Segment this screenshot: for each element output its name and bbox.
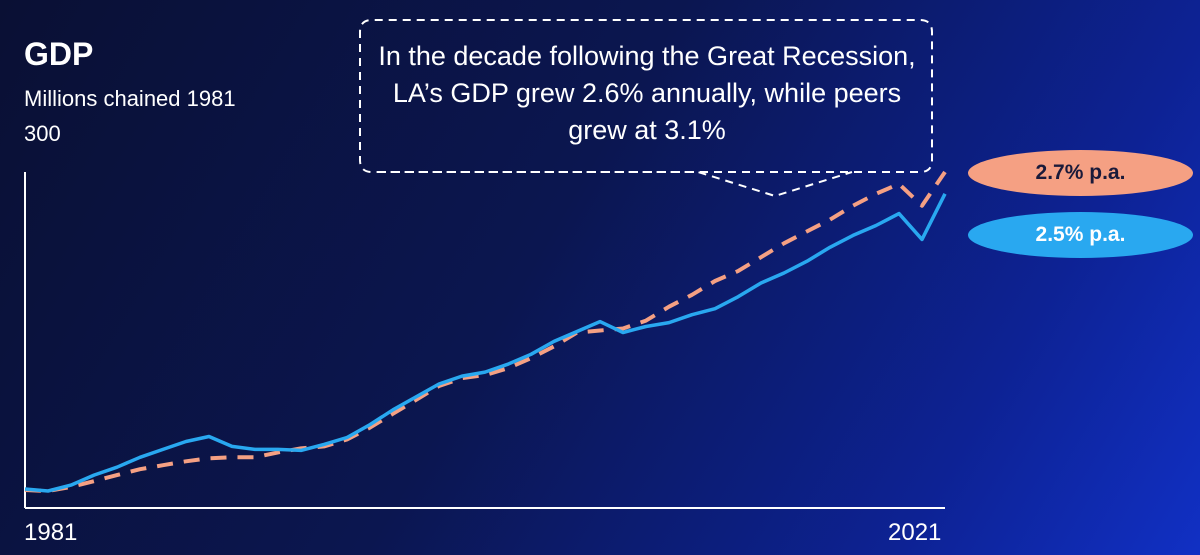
chart-title: GDP (24, 36, 94, 72)
y-axis-max-label: 300 (24, 121, 61, 146)
la-gdp-series-line (24, 193, 947, 493)
x-axis-end-label: 2021 (888, 519, 942, 546)
chart-subtitle: Millions chained 1981 (24, 86, 236, 111)
peers-growth-label: 2.7% p.a. (968, 150, 1193, 196)
x-axis-start-label: 1981 (24, 519, 78, 546)
callout-bubble-outline (359, 19, 933, 198)
callout-text: In the decade following the Great Recess… (378, 41, 916, 145)
la-growth-label: 2.5% p.a. (968, 212, 1193, 258)
peers-gdp-series-line (24, 170, 947, 493)
